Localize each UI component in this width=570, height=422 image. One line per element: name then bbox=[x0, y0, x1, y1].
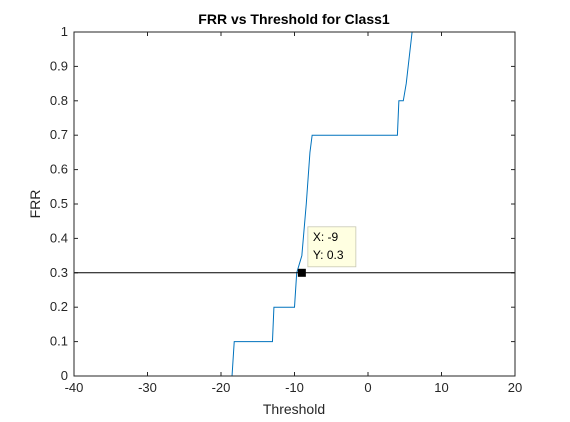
y-tick-label: 0.7 bbox=[50, 127, 68, 142]
plot-box bbox=[73, 31, 516, 377]
ticks-layer: -40 -30 -20 -10 0 10 20 0 0.1 0.2 0.3 0.4 0.5 0.6 0.7 0… bbox=[50, 24, 522, 395]
x-tick-label: -40 bbox=[65, 380, 84, 395]
x-tick-label: -10 bbox=[285, 380, 304, 395]
y-tick-label: 0.1 bbox=[50, 334, 68, 349]
y-tick-label: 0.9 bbox=[50, 58, 68, 73]
y-tick-label: 0.8 bbox=[50, 93, 68, 108]
y-axis-label: FRR bbox=[27, 190, 43, 219]
y-tick-label: 1 bbox=[61, 24, 68, 39]
data-tip-box bbox=[307, 226, 357, 268]
x-tick-label: -30 bbox=[138, 380, 157, 395]
data-tip-marker[interactable] bbox=[297, 268, 306, 277]
series-layer bbox=[74, 31, 515, 377]
y-tick-label: 0.4 bbox=[50, 230, 68, 245]
x-axis-label: Threshold bbox=[263, 401, 325, 417]
data-tip-y-text: Y: 0.3 bbox=[313, 248, 344, 262]
y-tick-label: 0.2 bbox=[50, 299, 68, 314]
plot-background bbox=[74, 32, 515, 376]
data-tip-x-text: X: -9 bbox=[313, 230, 339, 244]
x-tick-label: 20 bbox=[508, 380, 522, 395]
frr-series-line bbox=[74, 31, 515, 377]
x-tick-label: -20 bbox=[212, 380, 231, 395]
chart-title: FRR vs Threshold for Class1 bbox=[198, 11, 390, 27]
y-tick-label: 0.6 bbox=[50, 162, 68, 177]
x-tick-label: 10 bbox=[434, 380, 448, 395]
x-tick-label: 0 bbox=[364, 380, 371, 395]
y-tick-label: 0.5 bbox=[50, 196, 68, 211]
y-tick-label: 0.3 bbox=[50, 265, 68, 280]
y-tick-label: 0 bbox=[61, 368, 68, 383]
data-tip[interactable]: X: -9 Y: 0.3 bbox=[297, 226, 357, 277]
